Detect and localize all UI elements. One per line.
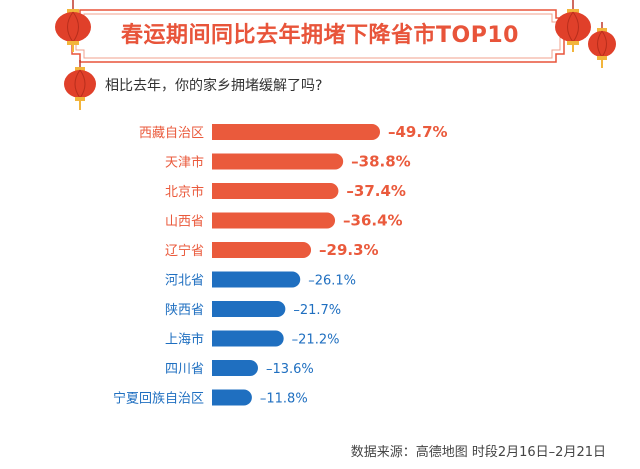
- bar: [212, 212, 336, 229]
- value-label: –21.2%: [292, 333, 340, 348]
- value-label: –21.7%: [293, 303, 341, 318]
- bar: [212, 301, 286, 317]
- chart-title: 春运期间同比去年拥堵下降省市TOP10: [121, 23, 519, 48]
- category-label: 辽宁省: [165, 243, 204, 259]
- lantern-icon: [588, 22, 616, 68]
- category-label: 陕西省: [165, 303, 204, 318]
- value-label: –36.4%: [343, 212, 403, 230]
- bar: [212, 153, 344, 170]
- category-label: 山西省: [165, 215, 204, 230]
- value-label: –29.3%: [319, 241, 379, 259]
- chart-subtitle: 相比去年，你的家乡拥堵缓解了吗?: [105, 78, 323, 94]
- value-label: –37.4%: [346, 182, 406, 200]
- bar: [212, 389, 252, 406]
- bar: [212, 242, 312, 258]
- bar: [212, 271, 301, 288]
- category-label: 河北省: [165, 274, 204, 289]
- category-label: 上海市: [165, 332, 204, 348]
- value-label: –26.1%: [308, 274, 356, 289]
- value-label: –38.8%: [351, 153, 411, 171]
- category-label: 四川省: [165, 362, 204, 377]
- bar: [212, 360, 258, 376]
- category-label: 西藏自治区: [139, 126, 204, 141]
- data-source-footer: 数据来源：高德地图 时段2月16日–2月21日: [350, 445, 606, 460]
- bar: [212, 330, 284, 347]
- bar: [212, 124, 380, 140]
- value-label: –13.6%: [266, 362, 314, 377]
- value-label: –11.8%: [260, 392, 308, 407]
- value-label: –49.7%: [388, 123, 448, 141]
- category-label: 天津市: [165, 155, 204, 171]
- lantern-icon: [64, 60, 96, 110]
- bar: [212, 183, 339, 199]
- lantern-icon: [555, 0, 591, 52]
- category-label: 宁夏回族自治区: [113, 391, 204, 407]
- lantern-icon: [55, 0, 91, 52]
- category-label: 北京市: [165, 184, 204, 200]
